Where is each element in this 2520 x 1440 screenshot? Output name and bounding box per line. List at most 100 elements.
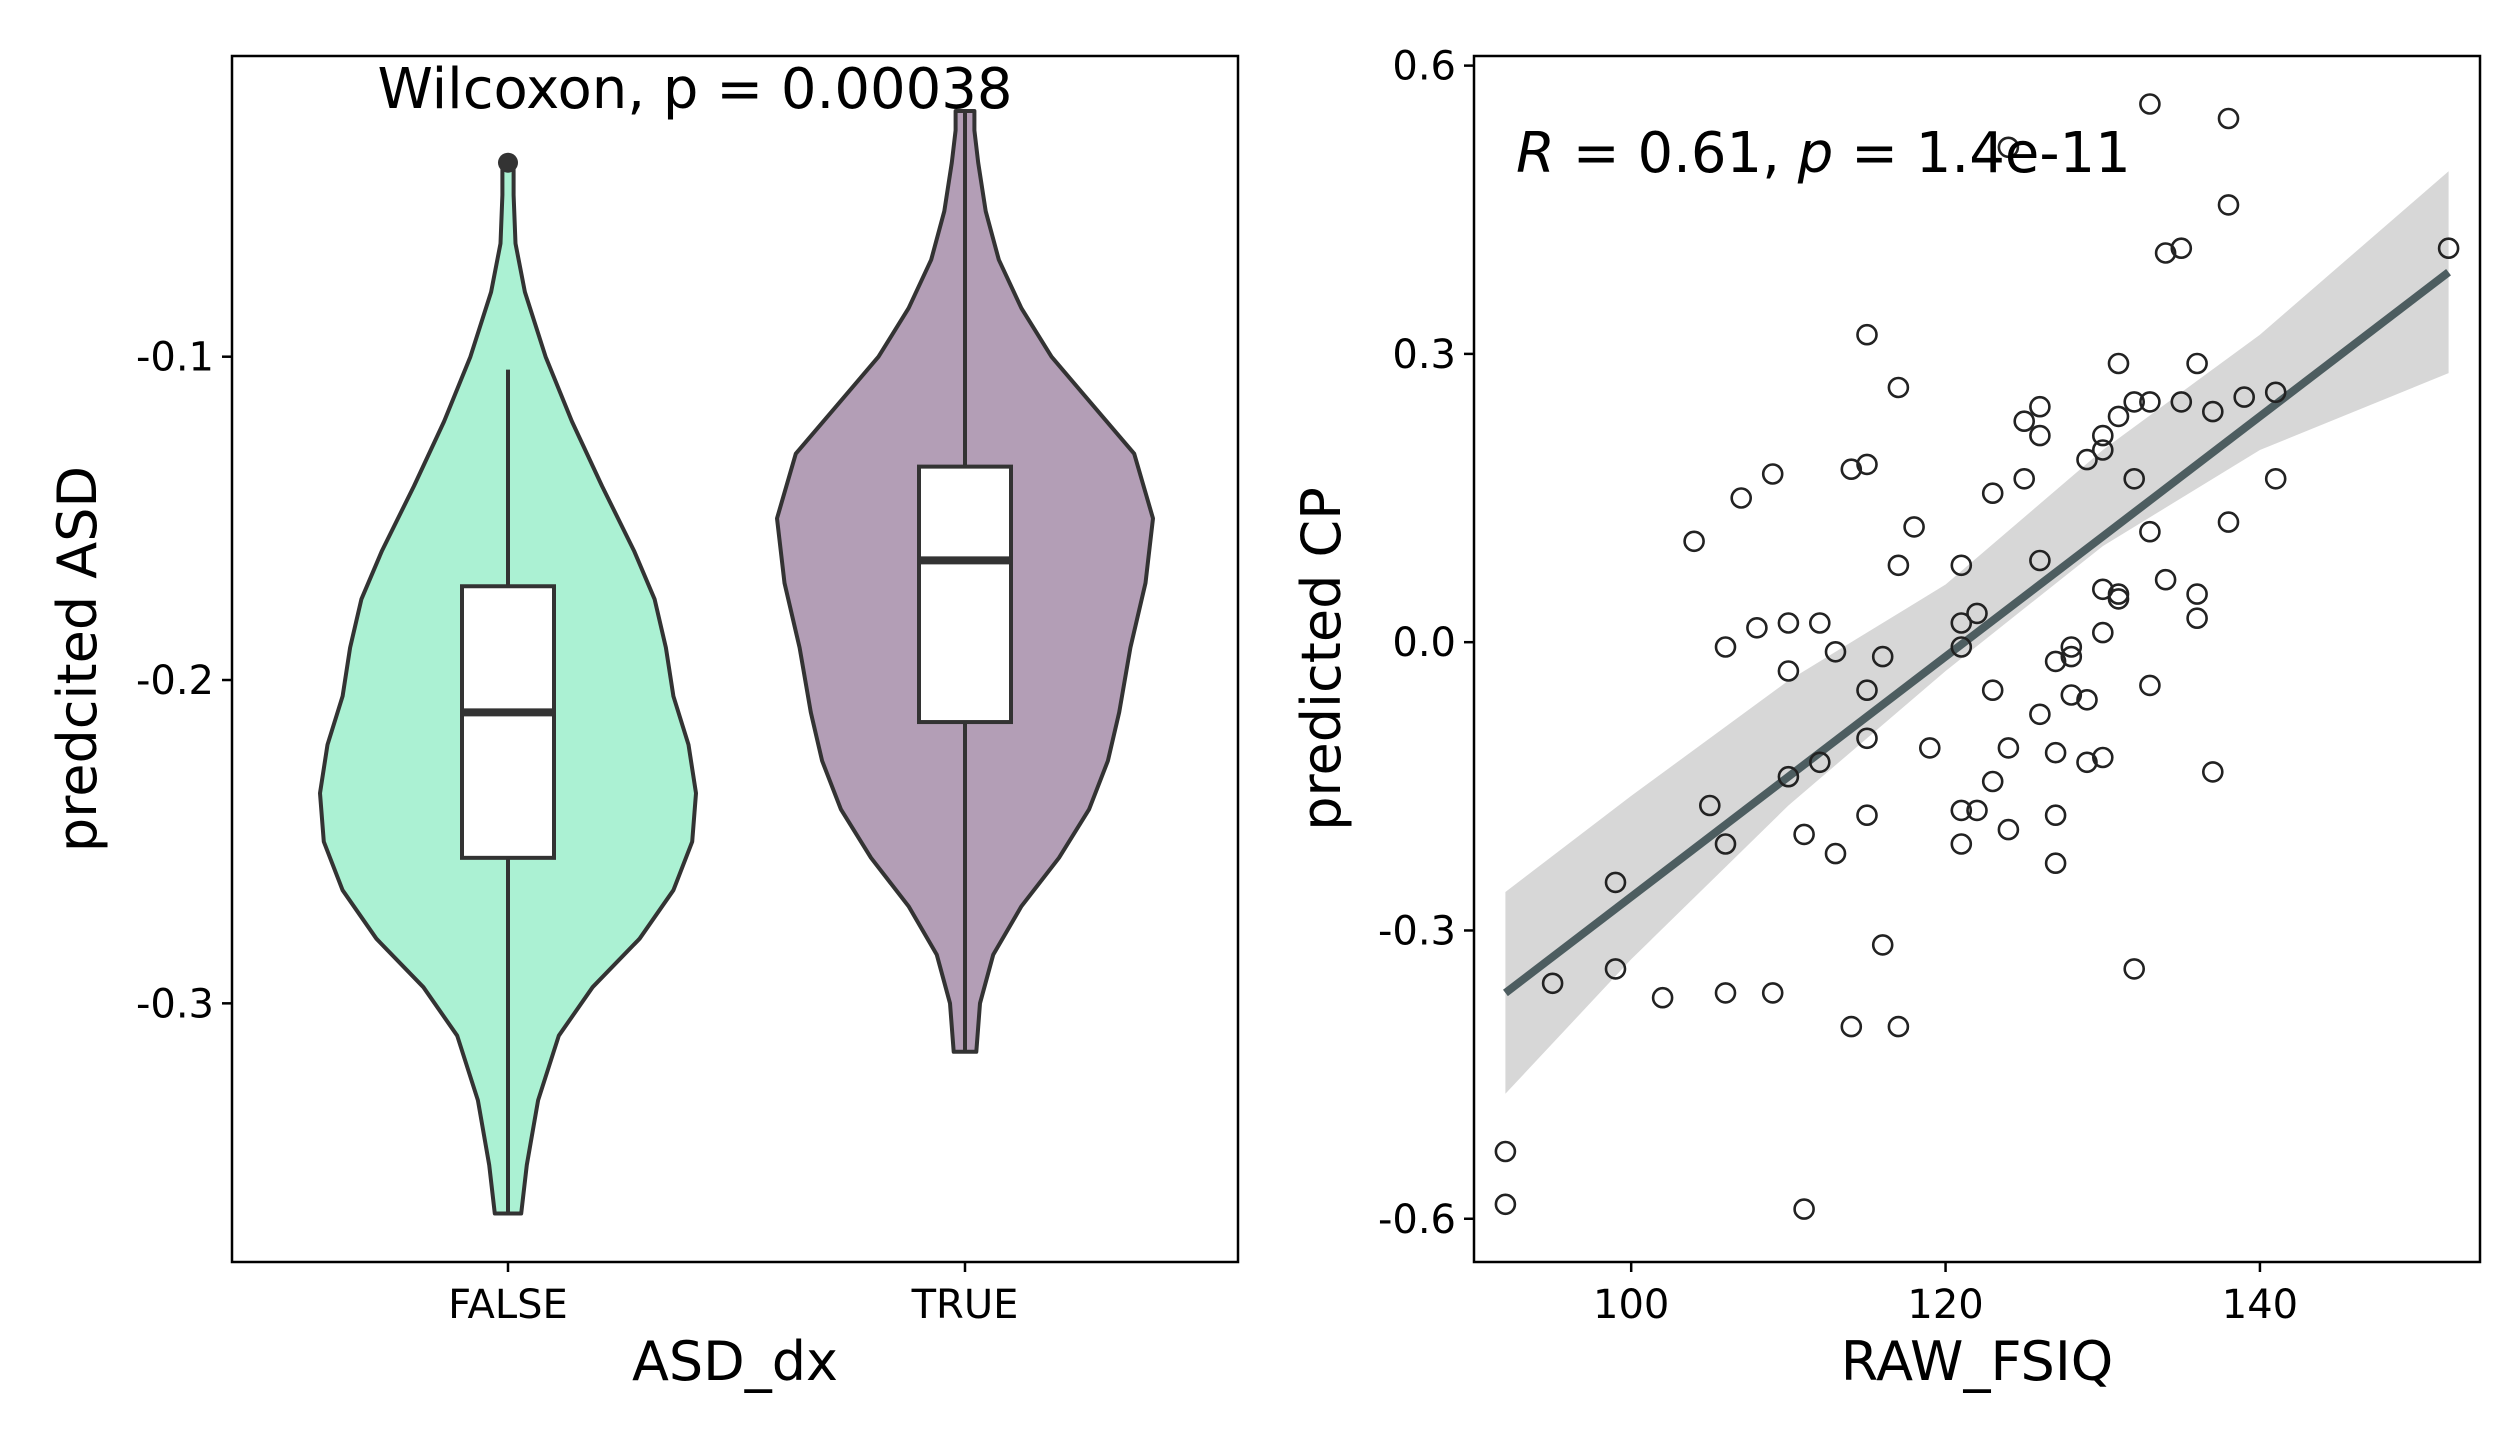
- scatter-point: [2044, 650, 2067, 673]
- scatter-point: [2092, 439, 2114, 461]
- scatter-panel: -0.6 -0.3 0.0 0.3 0.6 100 120 140 R = 0.61, p …: [1290, 44, 2482, 1393]
- scatter-point: [2139, 93, 2161, 115]
- violin-shapes: [318, 109, 1155, 1216]
- scatter-point: [1824, 640, 1847, 663]
- scatter-point: [1793, 1198, 1815, 1220]
- scatter-point: [1997, 818, 2020, 841]
- scatter-point: [2264, 467, 2287, 490]
- regression-line: [1503, 269, 2451, 997]
- x-tick-label: FALSE: [448, 1282, 568, 1328]
- scatter-point: [1683, 530, 1705, 553]
- scatter-point: [1714, 636, 1737, 658]
- scatter-point: [2060, 645, 2083, 668]
- scatter-point: [1777, 612, 1800, 634]
- scatter-point: [1871, 645, 1894, 668]
- scatter-point: [1871, 934, 1894, 956]
- y-tick-label: -0.3: [136, 981, 214, 1027]
- violin-plot-frame: [230, 54, 1240, 1264]
- scatter-point: [1809, 612, 1831, 634]
- y-tick-label: -0.2: [136, 658, 214, 704]
- scatter-plot-frame: [1472, 54, 2482, 1264]
- scatter-points: [1494, 93, 2460, 1220]
- scatter-point: [2139, 391, 2161, 413]
- scatter-point: [1604, 958, 1627, 980]
- scatter-point: [1761, 982, 1784, 1004]
- scatter-point: [2092, 621, 2114, 644]
- violin-y-axis-title: predcited ASD: [46, 466, 109, 852]
- scatter-point: [2264, 381, 2287, 404]
- scatter-point: [1793, 823, 1815, 846]
- scatter-point: [2139, 674, 2161, 697]
- scatter-point: [2044, 741, 2067, 764]
- scatter-point: [2013, 410, 2035, 433]
- scatter-point: [2044, 852, 2067, 875]
- scatter-point: [2170, 237, 2193, 259]
- r-symbol: R: [1516, 121, 1555, 186]
- scatter-point: [1887, 1015, 1910, 1038]
- scatter-point: [2154, 568, 2177, 591]
- scatter-point: [2029, 703, 2051, 726]
- scatter-point: [1981, 770, 2004, 793]
- scatter-point: [2076, 448, 2098, 471]
- scatter-point: [2186, 583, 2208, 605]
- scatter-point: [1824, 842, 1847, 865]
- scatter-point: [2139, 520, 2161, 543]
- scatter-point: [1714, 833, 1737, 855]
- correlation-annotation: R = 0.61, p = 1.4e-11: [1516, 121, 2131, 186]
- p-value: = 1.4e-11: [1833, 121, 2131, 186]
- scatter-point: [1604, 871, 1627, 894]
- scatter-point: [2044, 804, 2067, 827]
- scatter-point: [1950, 612, 1973, 634]
- scatter-point: [2092, 424, 2114, 447]
- scatter-point: [2076, 688, 2098, 711]
- scatter-point: [1840, 1015, 1863, 1038]
- scatter-point: [1856, 453, 1878, 476]
- scatter-point: [2107, 352, 2130, 375]
- scatter-point: [2233, 386, 2255, 408]
- scatter-x-axis-title: RAW_FSIQ: [1841, 1330, 2114, 1393]
- x-tick-label: 140: [2222, 1282, 2298, 1328]
- scatter-point: [1887, 554, 1910, 577]
- box-false: [460, 584, 556, 860]
- boxplots: [460, 110, 1013, 1214]
- scatter-point: [1950, 636, 1973, 658]
- scatter-point: [2013, 467, 2035, 490]
- scatter-point: [2217, 511, 2240, 533]
- scatter-y-axis-title: predicted CP: [1290, 487, 1353, 831]
- y-tick-label: 0.0: [1392, 620, 1456, 666]
- scatter-point: [2186, 352, 2208, 375]
- scatter-x-axis-ticks: 100 120 140: [1593, 1262, 2298, 1328]
- scatter-point: [1981, 482, 2004, 505]
- scatter-point: [1856, 323, 1878, 346]
- scatter-point: [1903, 516, 1925, 538]
- scatter-point: [1494, 1140, 1517, 1163]
- p-symbol: p: [1797, 121, 1834, 186]
- scatter-point: [2437, 237, 2460, 259]
- scatter-point: [2107, 588, 2130, 610]
- scatter-y-axis-ticks: -0.6 -0.3 0.0 0.3 0.6: [1378, 44, 1474, 1243]
- scatter-point: [1997, 136, 2020, 159]
- scatter-point: [1856, 679, 1878, 702]
- violin-x-axis-ticks: FALSE TRUE: [448, 1262, 1018, 1328]
- scatter-point: [2060, 636, 2083, 658]
- scatter-point: [2092, 578, 2114, 601]
- scatter-point: [2029, 395, 2051, 418]
- scatter-point: [2202, 761, 2224, 783]
- scatter-point: [1651, 986, 1674, 1009]
- y-tick-label: 0.6: [1392, 44, 1456, 90]
- scatter-point: [2076, 751, 2098, 774]
- scatter-point: [2123, 391, 2145, 413]
- y-tick-label: -0.6: [1378, 1197, 1456, 1243]
- scatter-point: [1746, 616, 1768, 639]
- box-true: [917, 464, 1013, 725]
- scatter-point: [1950, 554, 1973, 577]
- scatter-point: [1809, 751, 1831, 774]
- scatter-point: [1777, 765, 1800, 788]
- scatter-point: [1919, 737, 1941, 759]
- scatter-point: [2154, 242, 2177, 264]
- y-tick-label: -0.1: [136, 335, 214, 381]
- scatter-point: [1856, 804, 1878, 827]
- scatter-point: [2170, 391, 2193, 413]
- r-value: = 0.61,: [1555, 121, 1798, 186]
